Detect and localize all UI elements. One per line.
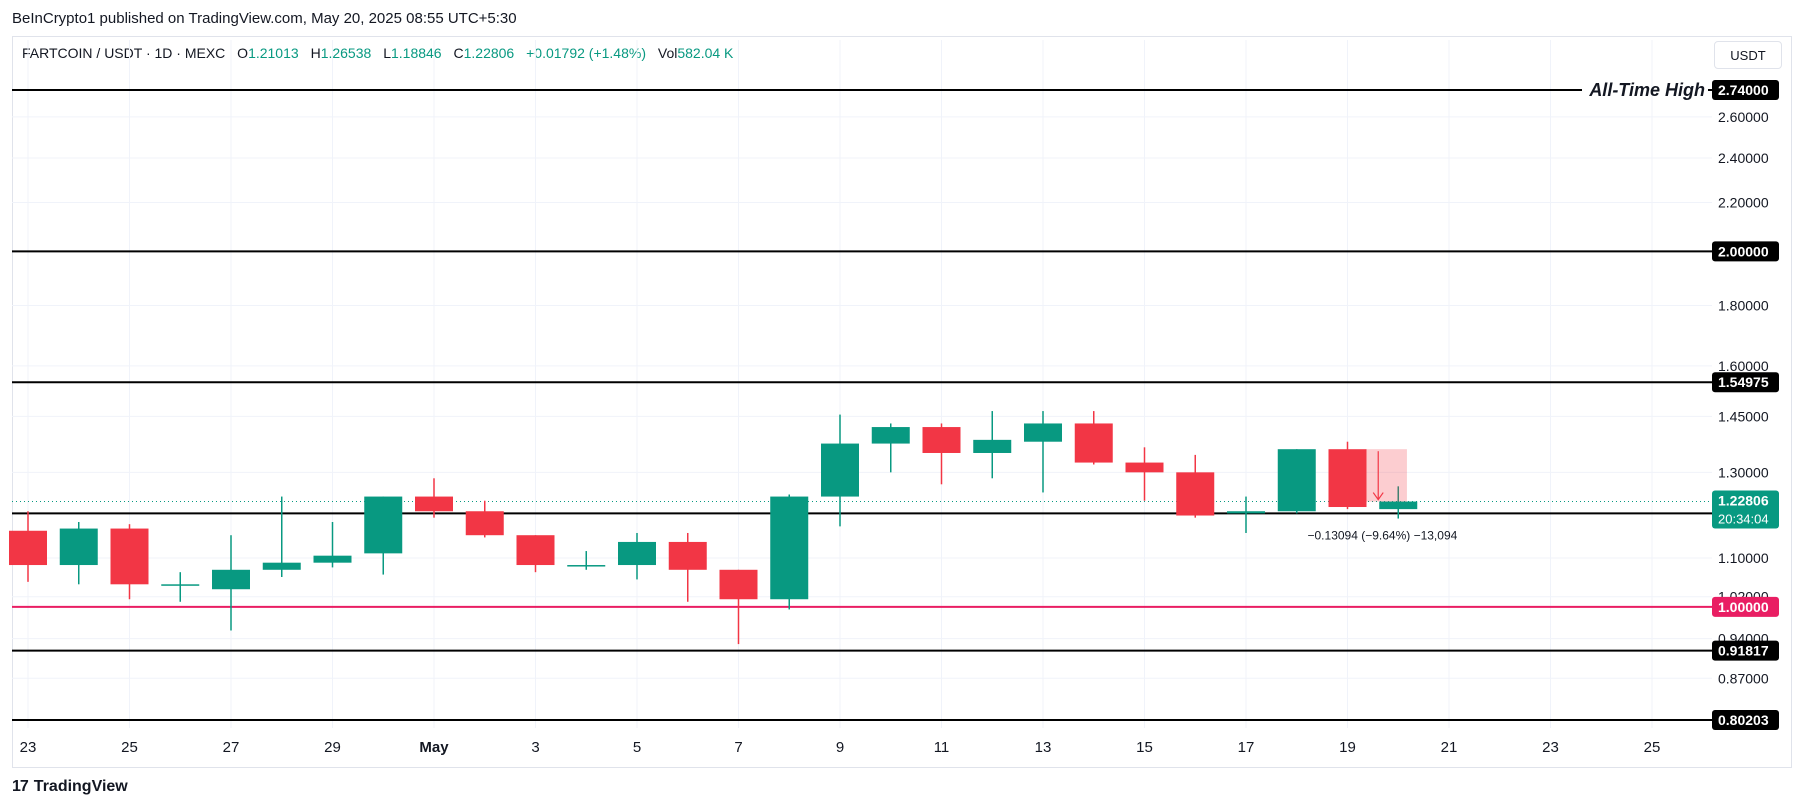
brand-name: TradingView xyxy=(33,778,128,795)
candle-body xyxy=(364,496,403,554)
last-price-tag: 1.22806 xyxy=(1718,493,1769,509)
volume-value: 582.04 K xyxy=(677,45,734,61)
low-label: L xyxy=(383,45,391,61)
y-tick-label: 0.87000 xyxy=(1718,670,1769,686)
candle-body xyxy=(415,496,453,512)
measure-arrowhead xyxy=(1372,492,1384,501)
level-price-tag-bg xyxy=(1712,640,1779,661)
open-value: 1.21013 xyxy=(248,45,299,61)
candle-body xyxy=(59,528,98,566)
x-tick-label: May xyxy=(419,739,449,756)
candle-body xyxy=(1277,449,1316,512)
measure-overlay: −0.13094 (−9.64%) −13,094 xyxy=(1308,449,1458,543)
measure-box xyxy=(1365,449,1407,502)
candle-body xyxy=(719,569,758,600)
x-tick-label: 29 xyxy=(324,739,341,756)
candle-body xyxy=(973,439,1012,453)
candle-body xyxy=(212,569,250,590)
candle-body xyxy=(567,565,606,567)
y-tick-label: 2.60000 xyxy=(1718,109,1769,125)
candle-body xyxy=(871,427,910,444)
y-tick-label: 1.10000 xyxy=(1718,550,1769,566)
x-tick-label: 3 xyxy=(531,739,539,756)
candle-body xyxy=(110,528,149,585)
candles xyxy=(9,411,1418,645)
level-price-tag: 0.80203 xyxy=(1718,712,1769,728)
x-tick-label: 23 xyxy=(1542,739,1559,756)
x-tick-label: 27 xyxy=(223,739,240,756)
grid-lines xyxy=(12,40,1712,728)
x-tick-label: 11 xyxy=(934,739,950,756)
publisher-line: BeInCrypto1 published on TradingView.com… xyxy=(12,10,517,27)
candle-body xyxy=(821,443,859,497)
level-annotation: All-Time High xyxy=(1588,80,1705,100)
candle-body xyxy=(1328,449,1367,508)
y-tick-label: 1.45000 xyxy=(1718,408,1769,424)
x-tick-label: 23 xyxy=(20,739,37,756)
time-axis[interactable]: 23 25 27 29 May 3 5 7 9 11 13 15 17 19 21 23 25 xyxy=(20,739,1661,756)
level-price-tag-bg xyxy=(1712,596,1779,617)
x-tick-label: 17 xyxy=(1238,739,1255,756)
high-value: 1.26538 xyxy=(320,45,372,61)
x-tick-label: 5 xyxy=(633,739,641,756)
x-tick-label: 25 xyxy=(1644,739,1661,756)
candle-body xyxy=(9,530,47,566)
symbol-title[interactable]: FARTCOIN / USDT · 1D · MEXC xyxy=(22,45,226,61)
measure-label: −0.13094 (−9.64%) −13,094 xyxy=(1308,529,1458,543)
level-price-tag-bg xyxy=(1712,372,1779,393)
x-tick-label: 21 xyxy=(1441,739,1458,756)
level-price-tag: 2.00000 xyxy=(1718,243,1769,259)
last-price-tag-bg xyxy=(1712,490,1779,529)
tradingview-icon: 17 xyxy=(12,778,29,795)
level-price-tag-bg xyxy=(1712,241,1779,262)
x-tick-label: 15 xyxy=(1136,739,1153,756)
candle-body xyxy=(1176,472,1215,516)
candle-body xyxy=(465,511,504,536)
y-tick-label: 1.30000 xyxy=(1718,464,1769,480)
close-value: 1.22806 xyxy=(463,45,515,61)
high-label: H xyxy=(310,45,321,61)
candle-body xyxy=(922,427,961,453)
candle-body xyxy=(770,496,809,600)
level-price-tag-bg xyxy=(1712,80,1779,100)
candle-body xyxy=(1024,423,1062,442)
open-label: O xyxy=(237,45,249,61)
x-tick-label: 9 xyxy=(836,739,844,756)
close-label: C xyxy=(453,45,464,61)
ohlc-legend: FARTCOIN / USDT · 1D · MEXC O1.21013 H1.… xyxy=(22,45,733,61)
x-tick-label: 7 xyxy=(734,739,742,756)
currency-button[interactable]: USDT xyxy=(1714,41,1782,69)
y-tick-label: 1.60000 xyxy=(1718,358,1769,374)
candle-body xyxy=(516,535,555,566)
level-price-tag: 2.74000 xyxy=(1718,82,1769,98)
countdown-tag: 20:34:04 xyxy=(1718,512,1769,527)
candle-body xyxy=(161,584,200,586)
y-tick-label: 1.80000 xyxy=(1718,297,1769,313)
volume-label: Vol xyxy=(657,45,678,61)
candle-body xyxy=(618,541,656,566)
level-price-tag: 0.91817 xyxy=(1718,643,1769,659)
candle-body xyxy=(1227,511,1265,514)
tradingview-logo[interactable]: 17 TradingView xyxy=(12,778,128,796)
candle-body xyxy=(1074,423,1113,463)
y-tick-label: 2.40000 xyxy=(1718,150,1769,166)
level-price-tag: 1.00000 xyxy=(1718,599,1769,615)
change-value: +0.01792 (+1.48%) xyxy=(526,45,646,61)
level-price-tag-bg xyxy=(1712,710,1779,730)
chart-frame xyxy=(12,36,1792,768)
x-tick-label: 19 xyxy=(1339,739,1356,756)
x-tick-label: 25 xyxy=(121,739,138,756)
y-tick-label: 2.20000 xyxy=(1718,195,1769,211)
price-tags: 2.740002.000001.549751.200001.000000.918… xyxy=(1712,80,1779,730)
candle-body xyxy=(1125,462,1164,473)
candle-body xyxy=(262,562,301,570)
price-levels: All-Time High xyxy=(12,80,1712,721)
x-tick-label: 13 xyxy=(1035,739,1052,756)
candle-body xyxy=(668,541,707,570)
level-price-tag: 1.54975 xyxy=(1718,374,1769,390)
low-value: 1.18846 xyxy=(390,45,442,61)
candle-body xyxy=(313,555,352,563)
candle-body xyxy=(1379,501,1418,510)
